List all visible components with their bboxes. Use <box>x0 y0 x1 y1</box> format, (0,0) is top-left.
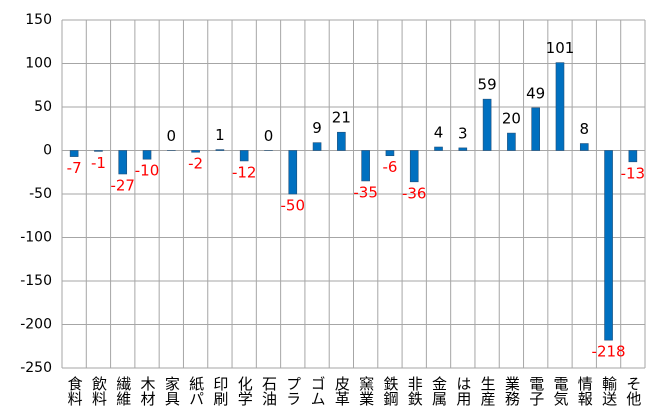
x-tick-label: 化学 <box>236 376 254 406</box>
x-tick-label: プラ <box>284 376 302 406</box>
data-label: -218 <box>592 343 626 361</box>
bar <box>118 150 128 175</box>
x-tick-label: 生産 <box>479 376 497 407</box>
x-tick-label: 紙パ <box>187 376 205 406</box>
x-tick-label: 繊維 <box>114 376 132 406</box>
x-tick-label: 電子 <box>527 376 545 406</box>
bar <box>312 142 322 151</box>
bar <box>142 150 152 160</box>
x-tick-label: 食料 <box>66 376 84 406</box>
x-tick-label: は用 <box>454 376 472 407</box>
bar <box>579 143 589 151</box>
data-label: -2 <box>188 155 203 173</box>
data-label: 49 <box>526 84 545 102</box>
data-label: 101 <box>546 39 575 57</box>
data-label: 0 <box>167 127 177 145</box>
data-label: -6 <box>382 158 397 176</box>
y-tick-label: 50 <box>34 99 52 115</box>
bar <box>482 98 492 151</box>
x-tick-label: そ他 <box>624 376 642 407</box>
x-tick-label: 鉄鋼 <box>381 376 399 406</box>
data-label: 0 <box>264 127 274 145</box>
x-tick-label: 飲料 <box>90 376 108 406</box>
y-tick-label: -100 <box>20 230 52 246</box>
x-tick-label: ゴム <box>309 376 327 406</box>
x-tick-label: 電気 <box>551 376 569 407</box>
x-tick-label: 石油 <box>260 376 278 406</box>
y-tick-label: -200 <box>20 317 52 333</box>
data-label: 4 <box>434 124 444 142</box>
data-label: -36 <box>402 184 427 202</box>
x-tick-label: 木材 <box>139 376 157 406</box>
y-tick-label: -50 <box>29 186 52 202</box>
bar <box>409 150 419 183</box>
bar <box>604 150 613 341</box>
data-label: -1 <box>91 154 106 172</box>
y-tick-label: 100 <box>25 56 52 72</box>
bar <box>191 150 200 153</box>
bar <box>69 150 79 157</box>
data-label: 20 <box>502 110 521 128</box>
data-label: 8 <box>579 120 589 138</box>
y-tick-label: -250 <box>20 360 52 376</box>
y-tick-label: 0 <box>43 143 52 159</box>
bar <box>555 62 565 151</box>
data-label: 21 <box>332 109 351 127</box>
data-label: -7 <box>67 159 82 177</box>
x-tick-label: 業務 <box>503 376 521 407</box>
x-tick-label: 輸送 <box>600 376 618 407</box>
data-label: 1 <box>215 126 225 144</box>
x-tick-label: 情報 <box>576 376 594 406</box>
bar <box>507 132 516 151</box>
bar <box>337 131 346 151</box>
bar <box>434 146 443 151</box>
data-label: -10 <box>135 162 160 180</box>
data-label: -50 <box>281 197 306 215</box>
x-tick-label: 窯業 <box>357 375 375 406</box>
bar <box>215 149 225 151</box>
bar <box>531 107 540 151</box>
data-label: -12 <box>232 163 257 181</box>
y-tick-label: -150 <box>20 273 52 289</box>
data-label: 59 <box>478 76 497 94</box>
x-tick-label: 皮革 <box>333 376 351 406</box>
data-label: -35 <box>353 183 378 201</box>
bar <box>288 150 298 195</box>
x-tick-label: 家具 <box>163 376 181 406</box>
data-label: -27 <box>110 176 135 194</box>
data-label: -13 <box>621 164 646 182</box>
bar <box>628 150 638 163</box>
data-label: 3 <box>458 124 468 142</box>
bar <box>458 147 468 151</box>
x-tick-label: 印刷 <box>211 376 229 406</box>
x-tick-label: 金属 <box>430 376 448 406</box>
bar <box>361 150 370 182</box>
data-label: 9 <box>312 119 322 137</box>
bar <box>239 150 249 162</box>
x-tick-label: 非鉄 <box>406 376 424 406</box>
bar <box>385 150 395 157</box>
y-tick-label: 150 <box>25 12 52 28</box>
bar <box>94 150 103 152</box>
